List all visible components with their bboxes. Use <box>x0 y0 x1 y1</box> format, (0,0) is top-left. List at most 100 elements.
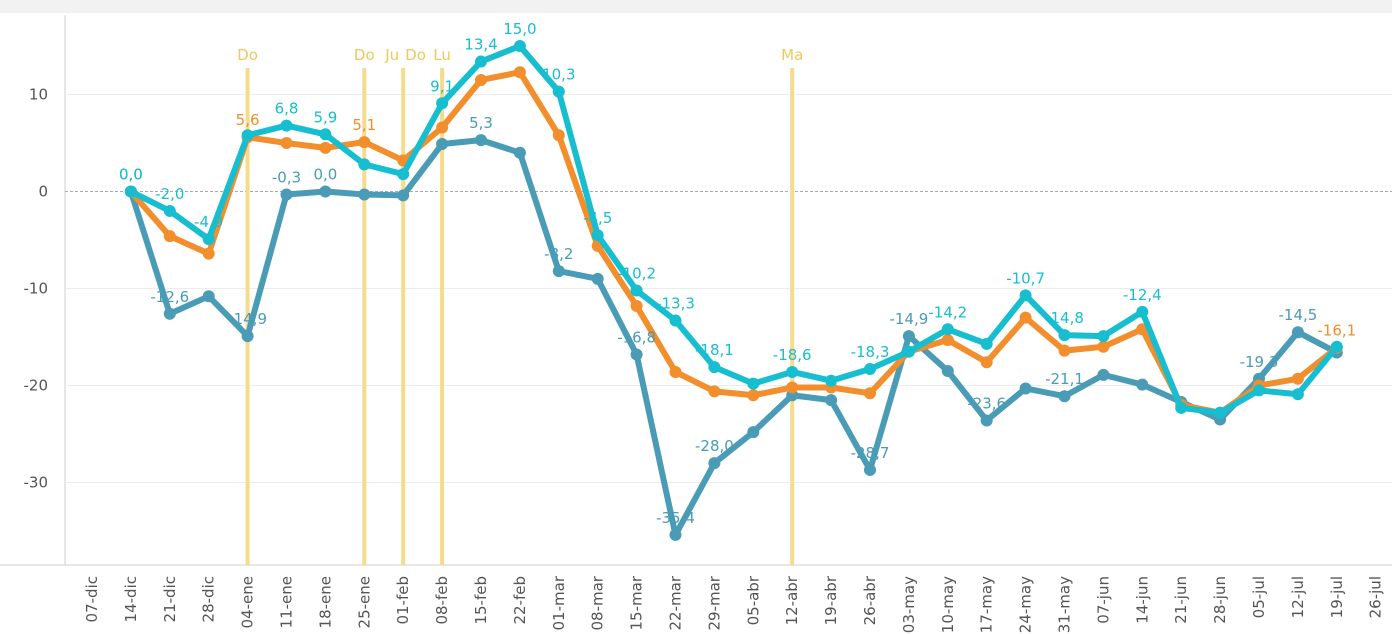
data-point <box>825 394 838 407</box>
data-point <box>475 55 487 68</box>
data-point <box>1136 378 1149 391</box>
data-point <box>1058 329 1071 342</box>
data-point <box>941 333 954 346</box>
data-point <box>980 414 993 427</box>
data-label: 9,1 <box>430 77 454 95</box>
x-tick-label: 08-feb <box>433 576 451 625</box>
data-label: -4,5 <box>583 209 612 227</box>
data-point <box>669 365 682 378</box>
data-point <box>397 168 410 181</box>
data-point <box>1019 382 1032 395</box>
data-point <box>1330 340 1343 353</box>
data-label: -35,4 <box>656 509 695 527</box>
data-point <box>358 158 371 171</box>
reference-label: Do <box>237 46 258 64</box>
data-label: 5,9 <box>313 108 337 126</box>
data-point <box>747 389 760 402</box>
data-point <box>436 97 449 110</box>
data-point <box>669 314 682 327</box>
reference-label: Do <box>354 46 375 64</box>
data-point <box>475 73 487 86</box>
x-tick-label: 15-feb <box>472 576 490 625</box>
data-point <box>786 381 799 394</box>
data-point <box>436 121 449 134</box>
data-point <box>630 300 643 313</box>
x-tick-label: 10-may <box>939 576 957 633</box>
data-point <box>980 337 993 350</box>
data-point <box>358 188 371 201</box>
data-point <box>202 247 215 260</box>
reference-label: Ju <box>384 46 399 64</box>
data-label: -28,0 <box>695 437 734 455</box>
data-label: -16,8 <box>617 329 656 347</box>
data-label: -0,3 <box>272 168 301 186</box>
data-label: -28,7 <box>851 444 890 462</box>
data-point <box>1019 311 1032 324</box>
data-label: 5,3 <box>469 114 493 132</box>
data-point <box>1097 368 1110 381</box>
data-point <box>397 189 410 202</box>
y-tick-label: 0 <box>38 183 48 201</box>
data-point <box>163 204 176 217</box>
data-point <box>513 40 526 53</box>
x-tick-label: 07-dic <box>83 576 101 622</box>
data-label: 6,8 <box>275 100 299 118</box>
data-point <box>358 136 371 149</box>
data-point <box>1291 326 1304 339</box>
x-tick-label: 05-abr <box>744 575 762 625</box>
data-label: -19,3 <box>1240 353 1279 371</box>
data-label: -21,1 <box>1045 370 1084 388</box>
data-point <box>864 387 876 400</box>
x-tick-label: 07-jun <box>1094 576 1112 624</box>
data-label: 13,4 <box>464 36 497 54</box>
reference-label: Do <box>405 46 426 64</box>
y-tick-label: -30 <box>24 474 49 492</box>
x-tick-label: 17-may <box>978 576 996 633</box>
series-line <box>128 69 1339 416</box>
data-point <box>552 265 565 278</box>
data-label: -4,9 <box>194 213 223 231</box>
y-tick-label: -20 <box>24 377 49 395</box>
data-label: 15,0 <box>503 20 536 38</box>
data-point <box>280 188 293 201</box>
data-point <box>902 330 915 343</box>
data-point <box>902 345 915 358</box>
data-point <box>319 141 332 154</box>
data-point <box>591 229 604 242</box>
x-tick-label: 14-jun <box>1133 576 1151 624</box>
data-point <box>552 129 565 142</box>
x-tick-label: 12-abr <box>783 575 801 625</box>
data-point <box>202 233 215 246</box>
data-label: -10,7 <box>1006 269 1045 287</box>
data-label: -14,9 <box>889 310 928 328</box>
data-point <box>630 284 643 297</box>
data-point <box>241 129 254 142</box>
data-point <box>1097 330 1110 343</box>
x-tick-label: 26-abr <box>861 575 879 625</box>
data-point <box>1058 344 1071 357</box>
x-tick-label: 01-feb <box>394 576 412 625</box>
x-tick-label: 28-jun <box>1211 576 1229 624</box>
header-strip <box>0 0 1392 13</box>
data-point <box>163 307 176 320</box>
data-point <box>786 365 799 378</box>
data-point <box>280 137 293 150</box>
data-point <box>319 185 332 198</box>
x-tick-label: 15-mar <box>628 575 646 630</box>
data-point <box>280 119 293 132</box>
x-tick-label: 19-jul <box>1328 576 1346 618</box>
data-label: -18,6 <box>773 346 812 364</box>
data-point <box>1214 406 1227 419</box>
x-tick-label: 24-may <box>1017 576 1035 633</box>
data-label: -10,2 <box>617 264 656 282</box>
x-tick-label: 04-ene <box>239 576 257 628</box>
x-tick-label: 22-mar <box>667 575 685 630</box>
data-label: -13,3 <box>656 295 695 313</box>
x-tick-label: 21-dic <box>161 576 179 622</box>
data-point <box>124 185 137 198</box>
data-label: -18,3 <box>851 343 890 361</box>
data-point <box>980 356 993 369</box>
data-point <box>513 146 526 159</box>
x-tick-label: 11-ene <box>278 576 296 628</box>
